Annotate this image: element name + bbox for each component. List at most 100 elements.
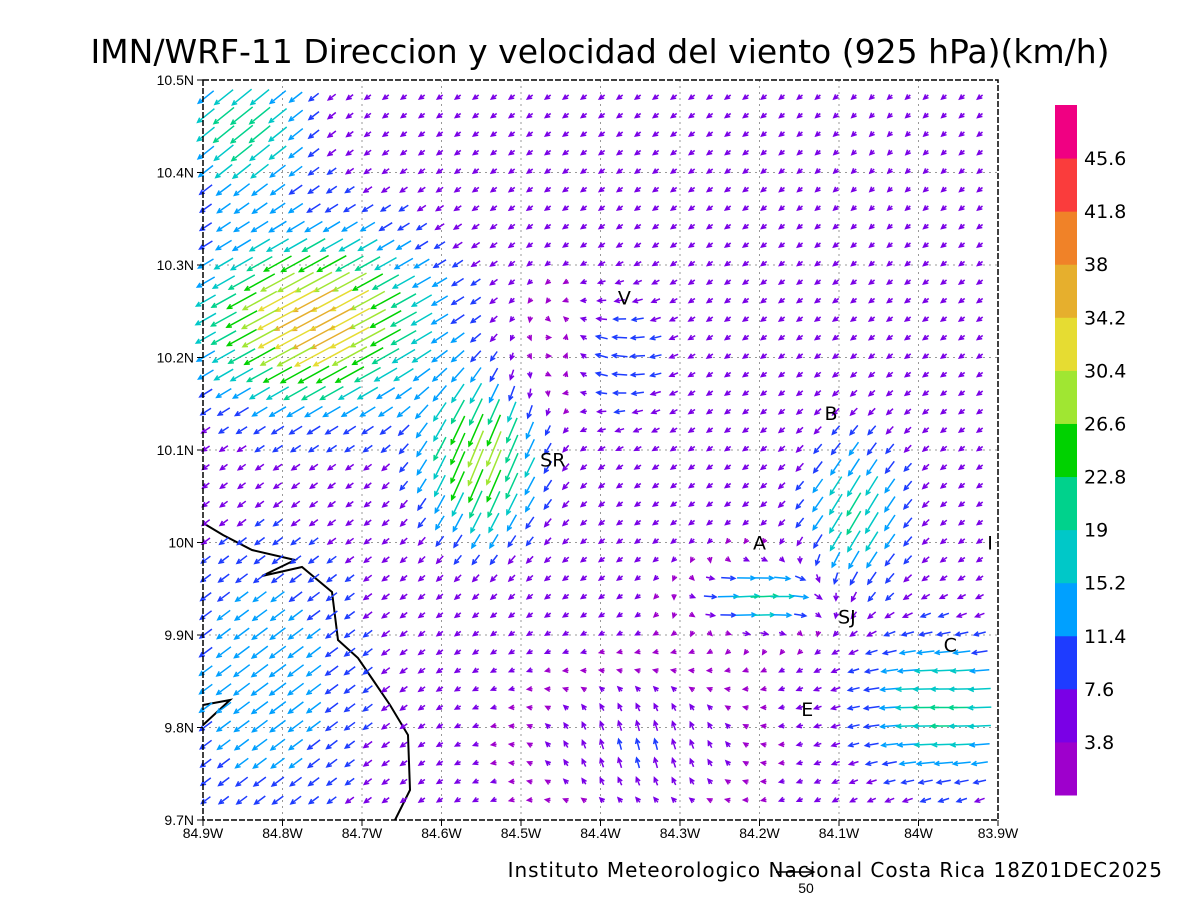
wind-arrow (343, 684, 356, 694)
wind-arrow (633, 260, 642, 267)
wind-arrow (343, 647, 356, 657)
wind-arrow (850, 168, 857, 175)
wind-arrow (903, 426, 912, 434)
wind-arrow (777, 500, 786, 509)
wind-arrow (759, 316, 768, 323)
wind-arrow (236, 445, 247, 453)
wind-arrow (253, 795, 266, 806)
wind-arrow (431, 367, 448, 382)
wind-arrow (831, 425, 841, 436)
wind-arrow (903, 555, 913, 565)
wind-arrow (543, 186, 552, 193)
wind-arrow (344, 759, 355, 768)
wind-arrow (669, 94, 678, 101)
wind-arrow (377, 406, 394, 417)
wind-arrow (250, 645, 269, 659)
wind-arrow (688, 574, 695, 582)
wind-arrow (832, 131, 839, 138)
wind-arrow (230, 143, 253, 162)
wind-arrow (831, 797, 840, 803)
wind-arrow (270, 573, 285, 584)
wind-arrow (705, 316, 714, 322)
wind-arrow (797, 556, 803, 565)
wind-arrow (215, 221, 232, 232)
wind-arrow (939, 390, 948, 397)
wind-arrow (596, 297, 607, 304)
wind-arrow (615, 112, 624, 119)
wind-arrow (705, 205, 714, 212)
wind-arrow (631, 408, 644, 415)
wind-arrow (371, 274, 400, 290)
town-label-sj: SJ (838, 607, 856, 629)
wind-arrow (723, 464, 732, 471)
wind-arrow (922, 260, 930, 267)
wind-arrow (723, 279, 732, 286)
wind-arrow (351, 273, 384, 291)
wind-arrow (254, 518, 265, 527)
wind-arrow (886, 131, 893, 138)
wind-arrow (705, 186, 714, 193)
wind-arrow (399, 499, 408, 510)
wind-arrow (867, 316, 876, 323)
wind-arrow (489, 131, 498, 138)
wind-arrow (634, 556, 642, 563)
wind-arrow (849, 316, 858, 323)
wind-arrow (610, 352, 628, 359)
wind-arrow (434, 223, 445, 231)
wind-arrow (411, 349, 432, 363)
wind-arrow (450, 350, 465, 363)
wind-arrow (579, 426, 588, 433)
wind-arrow (561, 481, 570, 491)
wind-arrow (216, 591, 231, 602)
wind-arrow (863, 668, 879, 674)
wind-arrow (326, 148, 337, 157)
wind-arrow (579, 630, 587, 636)
wind-arrow (363, 796, 372, 804)
wind-arrow (688, 648, 695, 655)
wind-arrow (233, 719, 250, 733)
wind-arrow (250, 700, 269, 715)
wind-arrow (417, 131, 426, 138)
wind-arrow (777, 463, 786, 471)
wind-arrow (777, 445, 786, 453)
wind-arrow (305, 701, 322, 714)
wind-arrow (543, 112, 552, 119)
wind-arrow (248, 125, 271, 144)
wind-arrow (759, 408, 768, 415)
wind-arrow (723, 316, 732, 323)
wind-arrow (653, 776, 659, 786)
wind-arrow (957, 501, 966, 508)
wind-arrow (957, 464, 966, 471)
wind-arrow (507, 630, 516, 637)
wind-arrow (884, 797, 895, 803)
wind-arrow (867, 389, 876, 397)
colorbar-segment (1055, 370, 1077, 424)
wind-arrow (953, 631, 969, 637)
wind-arrow (415, 422, 428, 439)
wind-arrow (416, 204, 427, 212)
wind-arrow (761, 649, 768, 656)
wind-arrow (596, 279, 606, 285)
wind-arrow (634, 593, 641, 600)
wind-arrow (579, 648, 587, 655)
wind-arrow (381, 611, 391, 619)
wind-arrow (450, 314, 465, 325)
wind-arrow (705, 279, 714, 286)
wind-arrow (651, 501, 660, 508)
wind-arrow (543, 94, 552, 101)
wind-arrow (579, 242, 588, 248)
wind-arrow (863, 742, 879, 748)
wind-arrow (951, 760, 971, 767)
wind-arrow (615, 648, 623, 655)
wind-arrow (545, 334, 553, 341)
wind-arrow (940, 205, 947, 212)
wind-arrow (217, 795, 230, 805)
wind-arrow (544, 425, 551, 437)
wind-arrow (507, 401, 517, 423)
wind-arrow (867, 334, 876, 341)
wind-arrow (862, 705, 880, 711)
wind-arrow (846, 475, 861, 498)
colorbar-label: 34.2 (1084, 307, 1126, 329)
wind-arrow (306, 609, 321, 621)
wind-arrow (846, 510, 862, 536)
